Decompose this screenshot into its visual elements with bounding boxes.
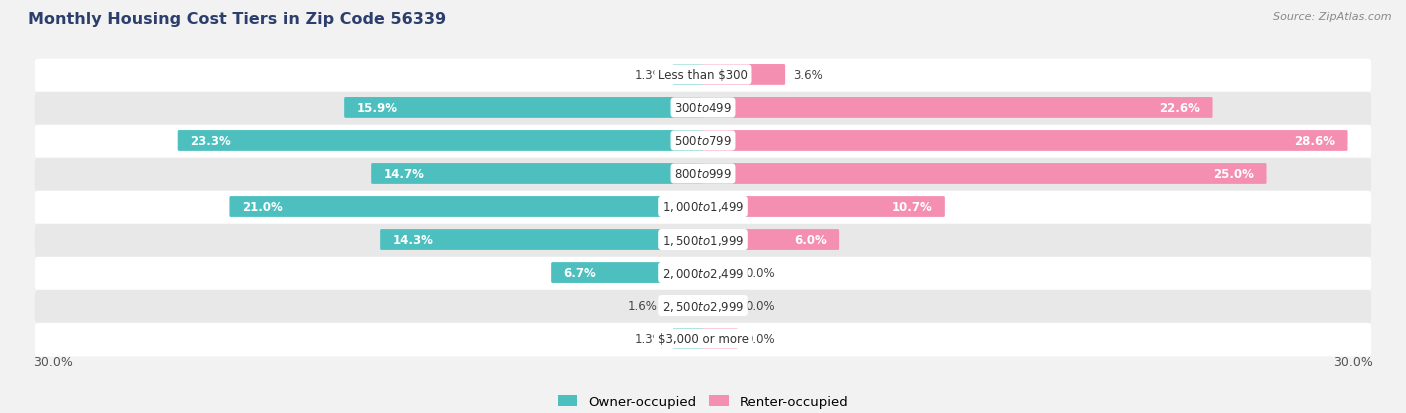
Text: 3.6%: 3.6% xyxy=(793,69,823,82)
FancyBboxPatch shape xyxy=(35,290,1371,324)
FancyBboxPatch shape xyxy=(229,197,704,217)
FancyBboxPatch shape xyxy=(666,295,704,316)
Text: 1.3%: 1.3% xyxy=(636,332,665,345)
FancyBboxPatch shape xyxy=(702,328,738,349)
FancyBboxPatch shape xyxy=(672,328,704,349)
FancyBboxPatch shape xyxy=(672,65,704,85)
Text: 14.3%: 14.3% xyxy=(392,233,433,247)
Text: Monthly Housing Cost Tiers in Zip Code 56339: Monthly Housing Cost Tiers in Zip Code 5… xyxy=(28,12,446,27)
Text: 15.9%: 15.9% xyxy=(357,102,398,115)
Text: 21.0%: 21.0% xyxy=(242,200,283,214)
Text: 22.6%: 22.6% xyxy=(1160,102,1201,115)
Text: Source: ZipAtlas.com: Source: ZipAtlas.com xyxy=(1274,12,1392,22)
FancyBboxPatch shape xyxy=(177,131,704,152)
Text: 0.0%: 0.0% xyxy=(745,266,775,279)
FancyBboxPatch shape xyxy=(702,65,785,85)
Text: 28.6%: 28.6% xyxy=(1294,135,1336,147)
FancyBboxPatch shape xyxy=(702,131,1347,152)
Text: 1.6%: 1.6% xyxy=(628,299,658,312)
Text: 25.0%: 25.0% xyxy=(1213,168,1254,180)
FancyBboxPatch shape xyxy=(702,164,1267,185)
FancyBboxPatch shape xyxy=(702,197,945,217)
FancyBboxPatch shape xyxy=(35,59,1371,93)
FancyBboxPatch shape xyxy=(702,295,738,316)
Text: 14.7%: 14.7% xyxy=(384,168,425,180)
FancyBboxPatch shape xyxy=(35,257,1371,291)
FancyBboxPatch shape xyxy=(380,230,704,250)
FancyBboxPatch shape xyxy=(35,224,1371,258)
FancyBboxPatch shape xyxy=(702,263,738,283)
FancyBboxPatch shape xyxy=(344,98,704,119)
Text: 0.0%: 0.0% xyxy=(745,299,775,312)
Text: $2,000 to $2,499: $2,000 to $2,499 xyxy=(662,266,744,280)
Text: 1.3%: 1.3% xyxy=(636,69,665,82)
Text: 6.7%: 6.7% xyxy=(564,266,596,279)
Text: 10.7%: 10.7% xyxy=(891,200,932,214)
Text: $2,500 to $2,999: $2,500 to $2,999 xyxy=(662,299,744,313)
Text: $3,000 or more: $3,000 or more xyxy=(658,332,748,345)
FancyBboxPatch shape xyxy=(35,323,1371,356)
Text: $1,500 to $1,999: $1,500 to $1,999 xyxy=(662,233,744,247)
FancyBboxPatch shape xyxy=(35,191,1371,225)
Text: $500 to $799: $500 to $799 xyxy=(673,135,733,147)
Text: 23.3%: 23.3% xyxy=(190,135,231,147)
FancyBboxPatch shape xyxy=(702,98,1212,119)
Text: 30.0%: 30.0% xyxy=(1333,355,1374,368)
Text: 0.0%: 0.0% xyxy=(745,332,775,345)
Legend: Owner-occupied, Renter-occupied: Owner-occupied, Renter-occupied xyxy=(553,389,853,413)
Text: $1,000 to $1,499: $1,000 to $1,499 xyxy=(662,200,744,214)
Text: $300 to $499: $300 to $499 xyxy=(673,102,733,115)
Text: $800 to $999: $800 to $999 xyxy=(673,168,733,180)
FancyBboxPatch shape xyxy=(551,263,704,283)
Text: Less than $300: Less than $300 xyxy=(658,69,748,82)
FancyBboxPatch shape xyxy=(35,158,1371,192)
FancyBboxPatch shape xyxy=(35,93,1371,126)
FancyBboxPatch shape xyxy=(35,126,1371,159)
Text: 30.0%: 30.0% xyxy=(32,355,73,368)
FancyBboxPatch shape xyxy=(702,230,839,250)
Text: 6.0%: 6.0% xyxy=(794,233,827,247)
FancyBboxPatch shape xyxy=(371,164,704,185)
